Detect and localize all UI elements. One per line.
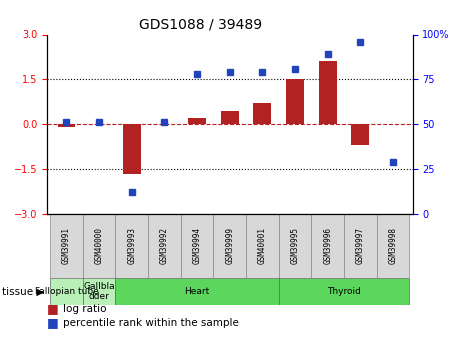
Bar xyxy=(50,214,83,278)
Text: GSM39992: GSM39992 xyxy=(160,227,169,264)
Text: ■: ■ xyxy=(47,316,59,329)
Text: Thyroid: Thyroid xyxy=(327,287,361,296)
Bar xyxy=(377,214,409,278)
Text: GSM39995: GSM39995 xyxy=(291,227,300,264)
Bar xyxy=(188,118,206,124)
Bar xyxy=(148,214,181,278)
Bar xyxy=(286,79,304,124)
Bar xyxy=(279,214,311,278)
Bar xyxy=(83,214,115,278)
Text: percentile rank within the sample: percentile rank within the sample xyxy=(63,318,239,327)
Bar xyxy=(58,124,76,127)
Bar xyxy=(181,214,213,278)
Text: GSM40000: GSM40000 xyxy=(95,227,104,264)
Text: GSM39991: GSM39991 xyxy=(62,227,71,264)
Bar xyxy=(83,278,115,305)
Bar xyxy=(344,214,377,278)
Text: GSM39997: GSM39997 xyxy=(356,227,365,264)
Bar xyxy=(351,124,370,145)
Bar xyxy=(279,278,409,305)
Text: GSM40001: GSM40001 xyxy=(258,227,267,264)
Text: log ratio: log ratio xyxy=(63,304,107,314)
Bar xyxy=(115,278,279,305)
Title: GDS1088 / 39489: GDS1088 / 39489 xyxy=(139,18,262,32)
Text: GSM39994: GSM39994 xyxy=(193,227,202,264)
Text: ■: ■ xyxy=(47,302,59,315)
Text: GSM39993: GSM39993 xyxy=(127,227,136,264)
Bar xyxy=(213,214,246,278)
Bar xyxy=(253,103,272,124)
Bar xyxy=(115,214,148,278)
Bar xyxy=(123,124,141,174)
Bar xyxy=(50,278,83,305)
Text: Gallbla
dder: Gallbla dder xyxy=(83,282,115,301)
Bar xyxy=(319,61,337,124)
Text: Fallopian tube: Fallopian tube xyxy=(35,287,98,296)
Text: Heart: Heart xyxy=(184,287,210,296)
Bar xyxy=(221,111,239,124)
Bar xyxy=(311,214,344,278)
Bar xyxy=(246,214,279,278)
Text: GSM39996: GSM39996 xyxy=(323,227,333,264)
Text: GSM39999: GSM39999 xyxy=(225,227,234,264)
Text: GSM39998: GSM39998 xyxy=(389,227,398,264)
Text: tissue ▶: tissue ▶ xyxy=(2,287,44,297)
